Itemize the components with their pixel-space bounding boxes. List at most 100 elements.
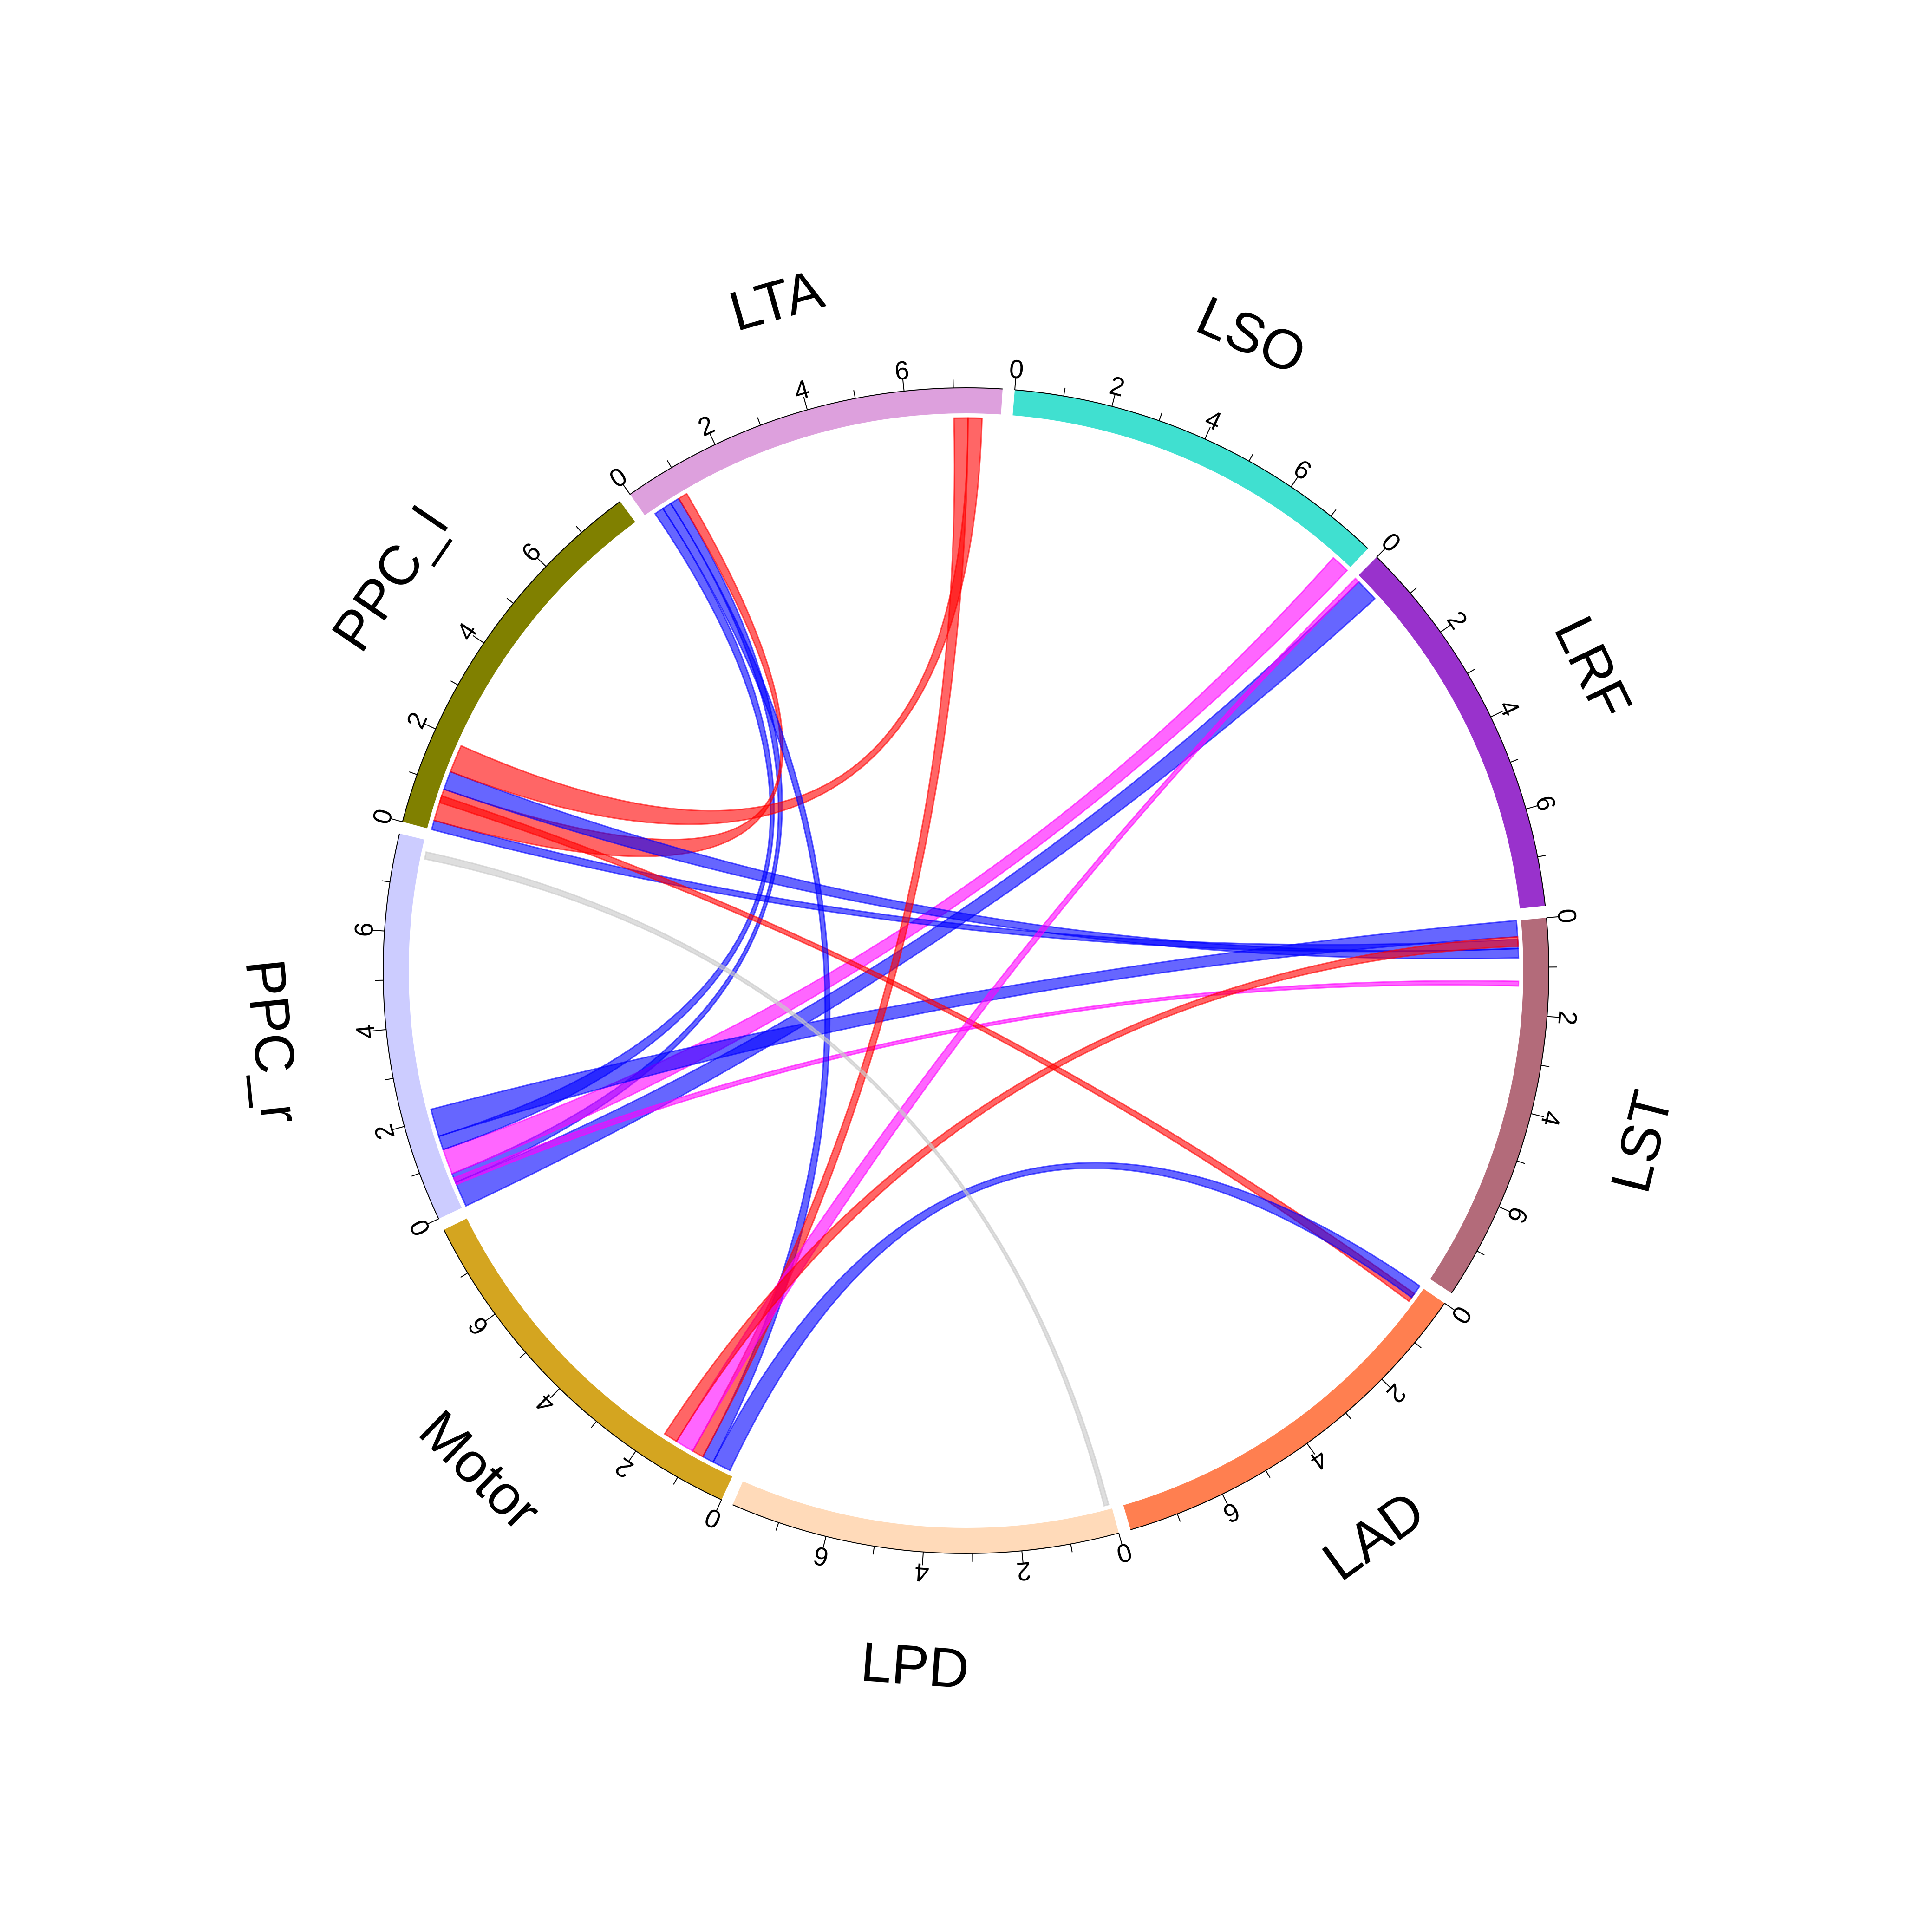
- tick-mark: [450, 680, 458, 685]
- tick-mark: [506, 598, 514, 604]
- tick-mark: [1248, 453, 1254, 462]
- tick-label: 6: [349, 921, 379, 938]
- tick-mark: [1118, 1533, 1123, 1547]
- tick-mark: [1376, 547, 1387, 558]
- tick-mark: [1498, 1206, 1512, 1213]
- tick-mark: [1222, 1494, 1229, 1507]
- tick-mark: [1291, 475, 1299, 487]
- tick-mark: [1414, 1342, 1422, 1349]
- sector-LRF: [1358, 557, 1546, 909]
- tick-mark: [1547, 1016, 1560, 1018]
- tick-mark: [389, 818, 403, 822]
- tick-mark: [1467, 669, 1475, 674]
- tick-mark: [822, 1536, 827, 1550]
- tick-mark: [372, 1029, 386, 1031]
- tick-mark: [666, 460, 672, 468]
- tick-label: 0: [1008, 354, 1025, 384]
- tick-mark: [1444, 1303, 1456, 1312]
- tick-label: 2: [1107, 370, 1128, 402]
- link-PPC_r-LTA: [437, 507, 775, 1151]
- tick-mark: [673, 1477, 679, 1485]
- tick-mark: [411, 1173, 420, 1177]
- tick-mark: [1546, 916, 1560, 919]
- sector-axis-Motor: [443, 1229, 722, 1501]
- tick-label: 6: [893, 355, 911, 385]
- tick-label: 2: [1015, 1556, 1032, 1587]
- tick-label: 2: [610, 1452, 638, 1485]
- tick-mark: [803, 397, 808, 410]
- tick-mark: [575, 526, 582, 533]
- tick-mark: [1510, 758, 1519, 763]
- tick-mark: [1204, 426, 1211, 439]
- link-Motor-LRF: [675, 577, 1360, 1452]
- link-Motor-LTA: [692, 417, 969, 1458]
- sector-axis-LST: [1451, 918, 1549, 1294]
- tick-mark: [1410, 587, 1417, 594]
- tick-label: 4: [790, 374, 812, 406]
- tick-mark: [709, 432, 716, 445]
- tick-label: 6: [1289, 453, 1317, 486]
- tick-mark: [1526, 805, 1539, 809]
- link-Motor-LST: [664, 936, 1519, 1442]
- tick-label: 6: [1530, 792, 1562, 814]
- tick-mark: [1330, 509, 1337, 516]
- tick-mark: [1111, 393, 1116, 407]
- tick-label: 4: [1201, 404, 1226, 436]
- tick-mark: [1306, 1443, 1315, 1455]
- tick-label: 4: [1305, 1444, 1333, 1476]
- sector-label-LSO: LSO: [1188, 284, 1315, 386]
- sector-label-PPC_l: PPC_l: [320, 496, 460, 662]
- tick-mark: [1440, 624, 1452, 633]
- tick-mark: [1070, 1544, 1073, 1553]
- tick-label: 2: [400, 708, 433, 733]
- tick-mark: [460, 1273, 468, 1278]
- tick-mark: [423, 723, 436, 730]
- tick-label: 6: [462, 1312, 494, 1341]
- sector-label-LAD: LAD: [1312, 1479, 1436, 1593]
- sector-LAD: [1123, 1288, 1445, 1530]
- tick-mark: [591, 1421, 597, 1429]
- tick-mark: [1345, 1412, 1352, 1420]
- sector-LST: [1430, 918, 1549, 1293]
- sector-axis-PPC_l: [402, 501, 620, 822]
- tick-label: 6: [1219, 1496, 1245, 1529]
- tick-label: 4: [350, 1023, 381, 1040]
- tick-mark: [1490, 711, 1503, 718]
- tick-label: 0: [1114, 1537, 1136, 1569]
- tick-mark: [550, 1388, 560, 1399]
- tick-label: 6: [1501, 1203, 1534, 1228]
- sector-label-LTA: LTA: [723, 258, 830, 343]
- sector-axis-LAD: [1130, 1303, 1445, 1530]
- tick-mark: [872, 1546, 875, 1555]
- link-LPD-PPC_r: [424, 851, 1110, 1507]
- tick-mark: [921, 1552, 924, 1566]
- tick-label: 2: [693, 410, 719, 442]
- sector-axis-LTA: [630, 387, 1003, 495]
- tick-label: 0: [366, 806, 398, 827]
- tick-mark: [371, 929, 385, 932]
- tick-label: 4: [1493, 695, 1526, 720]
- tick-label: 2: [1553, 1010, 1583, 1026]
- sector-PPC_l: [402, 501, 635, 829]
- sector-axis-PPC_r: [383, 833, 439, 1219]
- tick-label: 0: [404, 1215, 436, 1240]
- tick-label: 0: [1552, 907, 1583, 925]
- tick-mark: [1381, 1378, 1392, 1389]
- tick-mark: [1014, 376, 1017, 390]
- tick-mark: [1476, 1250, 1485, 1256]
- tick-mark: [409, 771, 418, 775]
- link-PPC_r-LST: [453, 980, 1520, 1186]
- tick-mark: [391, 1126, 405, 1131]
- sector-LTA: [630, 388, 1003, 516]
- sector-label-Motor: Motor: [408, 1398, 553, 1542]
- tick-label: 2: [1442, 606, 1474, 634]
- link-PPC_l-LAD: [438, 795, 1416, 1302]
- tick-mark: [757, 417, 761, 425]
- sector-label-LST: LST: [1599, 1084, 1684, 1199]
- tick-label: 2: [368, 1121, 400, 1143]
- tick-mark: [1158, 412, 1162, 421]
- tick-mark: [1063, 387, 1066, 396]
- tick-mark: [1176, 1514, 1181, 1522]
- tick-mark: [519, 1352, 526, 1359]
